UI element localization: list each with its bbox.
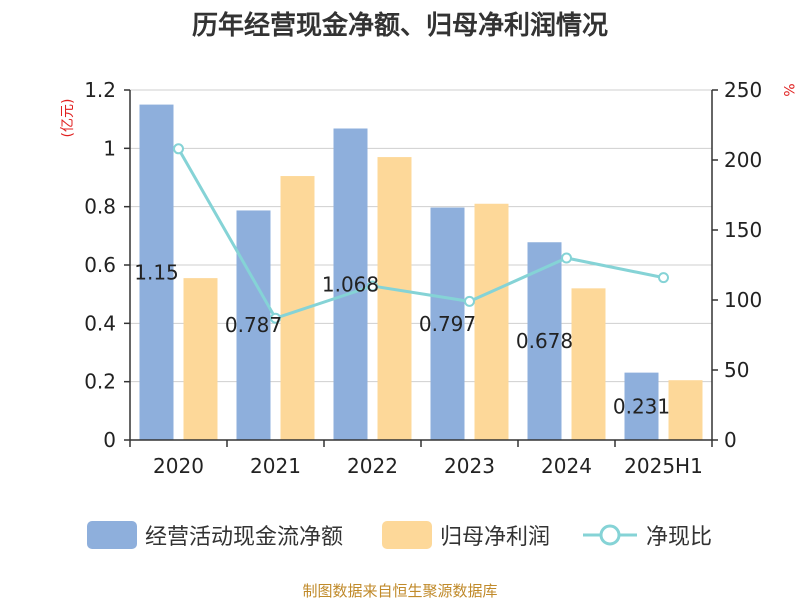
bars [139, 104, 703, 441]
x-tick-label: 2025H1 [624, 454, 703, 478]
data-label-cash-2022: 1.068 [322, 272, 379, 296]
bar-profit-2022 [377, 157, 412, 441]
left-tick-label: 0.6 [84, 253, 116, 277]
ratio-point-2022 [367, 280, 378, 292]
axes: 0 0.2 0.4 0.6 0.8 1 1.2 0 50 100 150 200 250 2020 2021… [84, 78, 762, 478]
right-tick-label: 200 [724, 148, 762, 172]
legend-label-cash: 经营活动现金流净额 [145, 525, 343, 550]
ratio-point-2023 [464, 295, 475, 307]
right-tick-label: 0 [724, 428, 737, 452]
x-tick-label: 2021 [250, 454, 301, 478]
left-tick-label: 0.4 [84, 311, 116, 335]
data-label-cash-2025H1: 0.231 [613, 394, 670, 418]
left-tick-label: 0 [103, 428, 116, 452]
right-tick-label: 250 [724, 78, 762, 102]
ratio-point-2021 [270, 312, 281, 324]
legend-label-profit: 归母净利润 [440, 525, 550, 550]
source-note: 制图数据来自恒生聚源数据库 [302, 582, 497, 600]
legend: 经营活动现金流净额 归母净利润 净现比 [87, 521, 712, 550]
legend-label-ratio: 净现比 [646, 525, 712, 550]
x-tick-label: 2024 [541, 454, 592, 478]
data-label-cash-2020: 1.15 [134, 260, 179, 284]
bar-cash-2024 [527, 242, 562, 440]
x-tick-label: 2022 [347, 454, 398, 478]
legend-swatch-profit [382, 521, 432, 549]
data-label-cash-2024: 0.678 [516, 329, 573, 353]
left-tick-label: 1 [103, 136, 116, 160]
data-label-cash-2021: 0.787 [225, 313, 282, 337]
right-tick-label: 50 [724, 358, 749, 382]
ratio-polyline [177, 148, 664, 321]
grid-lines [130, 89, 712, 441]
bar-cash-2022 [333, 128, 368, 440]
bar-profit-2020 [183, 278, 218, 440]
bar-cash-2021 [236, 210, 271, 440]
right-tick-label: 150 [724, 218, 762, 242]
bar-profit-2025H1 [668, 380, 703, 440]
bar-cash-2025H1 [624, 372, 659, 440]
bar-cash-2020 [139, 104, 174, 440]
bar-profit-2024 [571, 288, 606, 440]
right-tick-label: 100 [724, 288, 762, 312]
left-tick-label: 0.2 [84, 370, 116, 394]
legend-swatch-cash [87, 521, 137, 549]
x-tick-label: 2023 [444, 454, 495, 478]
ratio-point-2025H1 [658, 272, 669, 284]
ratio-point-2024 [561, 252, 572, 264]
data-labels: 1.15 0.787 1.068 0.797 0.678 0.231 [134, 260, 670, 418]
data-label-cash-2023: 0.797 [419, 312, 476, 336]
ratio-point-2020 [173, 143, 184, 155]
left-tick-label: 1.2 [84, 78, 116, 102]
chart-title: 历年经营现金净额、归母净利润情况 [192, 10, 608, 41]
ratio-line [173, 143, 669, 324]
left-tick-label: 0.8 [84, 195, 116, 219]
right-axis-unit: % [780, 83, 796, 96]
left-axis-unit: (亿元) [60, 99, 76, 138]
x-tick-label: 2020 [153, 454, 204, 478]
bar-profit-2023 [474, 203, 509, 440]
legend-swatch-ratio-marker [599, 524, 621, 546]
bar-cash-2023 [430, 207, 465, 440]
